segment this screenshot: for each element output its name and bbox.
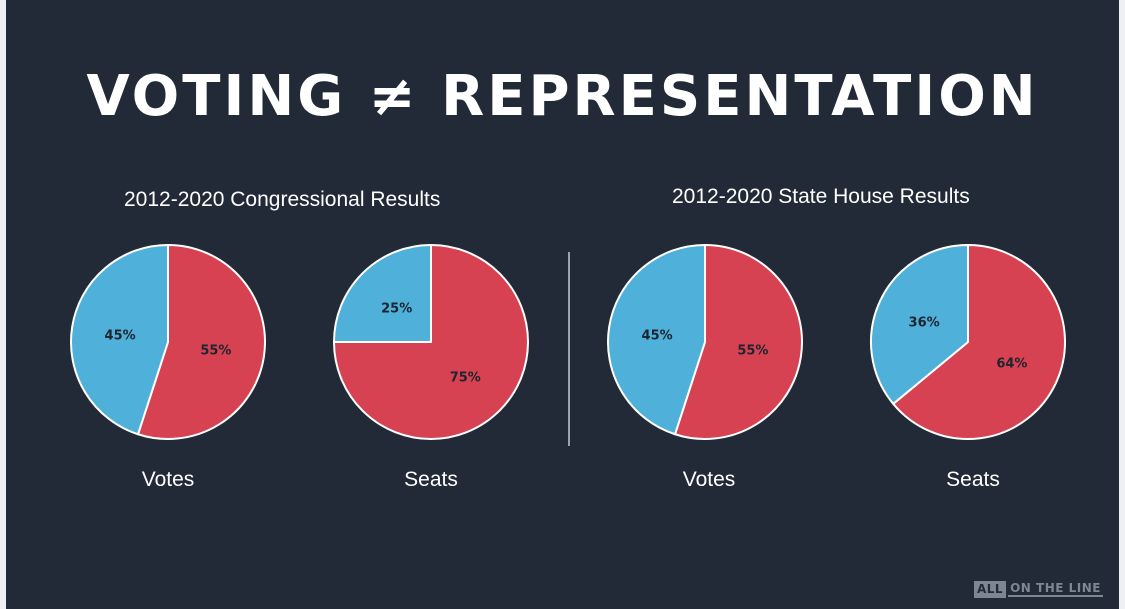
slice-label-statehouse-votes-blue: 45% bbox=[642, 328, 673, 343]
slice-label-congress-votes-red: 55% bbox=[200, 344, 231, 359]
pie-label-congress-seats: Seats bbox=[404, 468, 458, 491]
slice-label-statehouse-seats-red: 64% bbox=[996, 357, 1027, 372]
pie-slice-congress-seats-blue bbox=[333, 244, 432, 343]
slice-label-congress-seats-red: 75% bbox=[450, 370, 481, 385]
slide: VOTING ≠ REPRESENTATION 2012-2020 Congre… bbox=[6, 0, 1119, 609]
pie-slice-congress-seats-red bbox=[333, 244, 529, 440]
slice-label-statehouse-votes-red: 55% bbox=[737, 344, 768, 359]
section-divider bbox=[568, 252, 570, 446]
pie-slice-statehouse-seats-red bbox=[892, 244, 1066, 440]
pie-label-statehouse-votes: Votes bbox=[682, 468, 736, 491]
pie-slice-statehouse-votes-blue bbox=[607, 244, 706, 436]
logo-box: ALL bbox=[974, 580, 1007, 598]
all-on-the-line-logo: ALL ON THE LINE bbox=[974, 580, 1103, 598]
pie-statehouse-votes: 55% 45% bbox=[607, 244, 803, 440]
slice-label-congress-votes-blue: 45% bbox=[105, 328, 136, 343]
slice-label-congress-seats-blue: 25% bbox=[381, 302, 412, 317]
section-title-state-house: 2012-2020 State House Results bbox=[672, 185, 970, 208]
pie-slice-congress-votes-red bbox=[137, 244, 266, 440]
pie-label-statehouse-seats: Seats bbox=[946, 468, 1000, 491]
pie-slice-statehouse-seats-blue bbox=[870, 244, 969, 405]
pie-congress-seats: 75% 25% bbox=[333, 244, 529, 440]
pie-label-congress-votes: Votes bbox=[141, 468, 195, 491]
logo-text: ON THE LINE bbox=[1008, 581, 1103, 597]
slice-label-statehouse-seats-blue: 36% bbox=[909, 315, 940, 330]
pie-charts: 55% 45% 75% 25% 55% 45% 64% 36% bbox=[70, 244, 1066, 440]
pie-congress-votes: 55% 45% bbox=[70, 244, 266, 440]
main-title: VOTING ≠ REPRESENTATION bbox=[86, 64, 1039, 129]
pie-slice-congress-votes-blue bbox=[70, 244, 169, 436]
pie-statehouse-seats: 64% 36% bbox=[870, 244, 1066, 440]
section-title-congressional: 2012-2020 Congressional Results bbox=[124, 188, 441, 211]
pie-slice-statehouse-votes-red bbox=[674, 244, 803, 440]
